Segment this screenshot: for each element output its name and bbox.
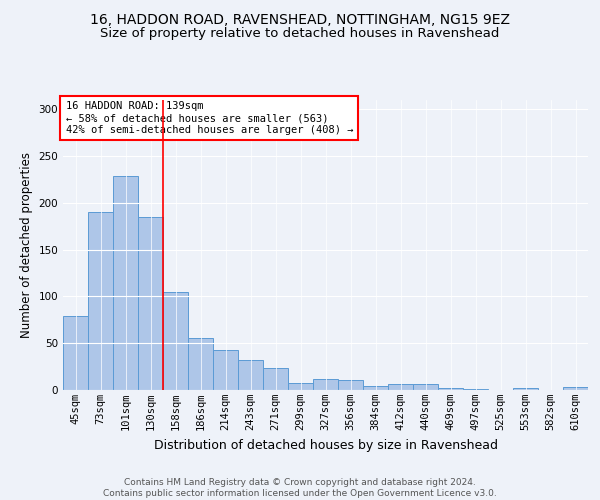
Bar bbox=[438, 388, 463, 390]
Bar bbox=[313, 379, 338, 390]
Bar bbox=[463, 389, 488, 390]
Bar bbox=[188, 338, 213, 390]
Bar bbox=[63, 316, 88, 390]
Bar bbox=[263, 368, 288, 390]
Bar bbox=[288, 384, 313, 390]
Bar bbox=[163, 292, 188, 390]
Bar bbox=[513, 388, 538, 390]
Bar bbox=[338, 380, 363, 390]
Text: 16, HADDON ROAD, RAVENSHEAD, NOTTINGHAM, NG15 9EZ: 16, HADDON ROAD, RAVENSHEAD, NOTTINGHAM,… bbox=[90, 12, 510, 26]
Bar bbox=[138, 217, 163, 390]
Text: Contains HM Land Registry data © Crown copyright and database right 2024.
Contai: Contains HM Land Registry data © Crown c… bbox=[103, 478, 497, 498]
Bar bbox=[238, 360, 263, 390]
Bar bbox=[563, 387, 588, 390]
Bar bbox=[213, 350, 238, 390]
Bar bbox=[413, 384, 438, 390]
X-axis label: Distribution of detached houses by size in Ravenshead: Distribution of detached houses by size … bbox=[154, 438, 497, 452]
Bar bbox=[113, 176, 138, 390]
Text: 16 HADDON ROAD: 139sqm
← 58% of detached houses are smaller (563)
42% of semi-de: 16 HADDON ROAD: 139sqm ← 58% of detached… bbox=[65, 102, 353, 134]
Bar bbox=[363, 386, 388, 390]
Text: Size of property relative to detached houses in Ravenshead: Size of property relative to detached ho… bbox=[100, 28, 500, 40]
Bar bbox=[388, 384, 413, 390]
Bar bbox=[88, 212, 113, 390]
Y-axis label: Number of detached properties: Number of detached properties bbox=[20, 152, 33, 338]
